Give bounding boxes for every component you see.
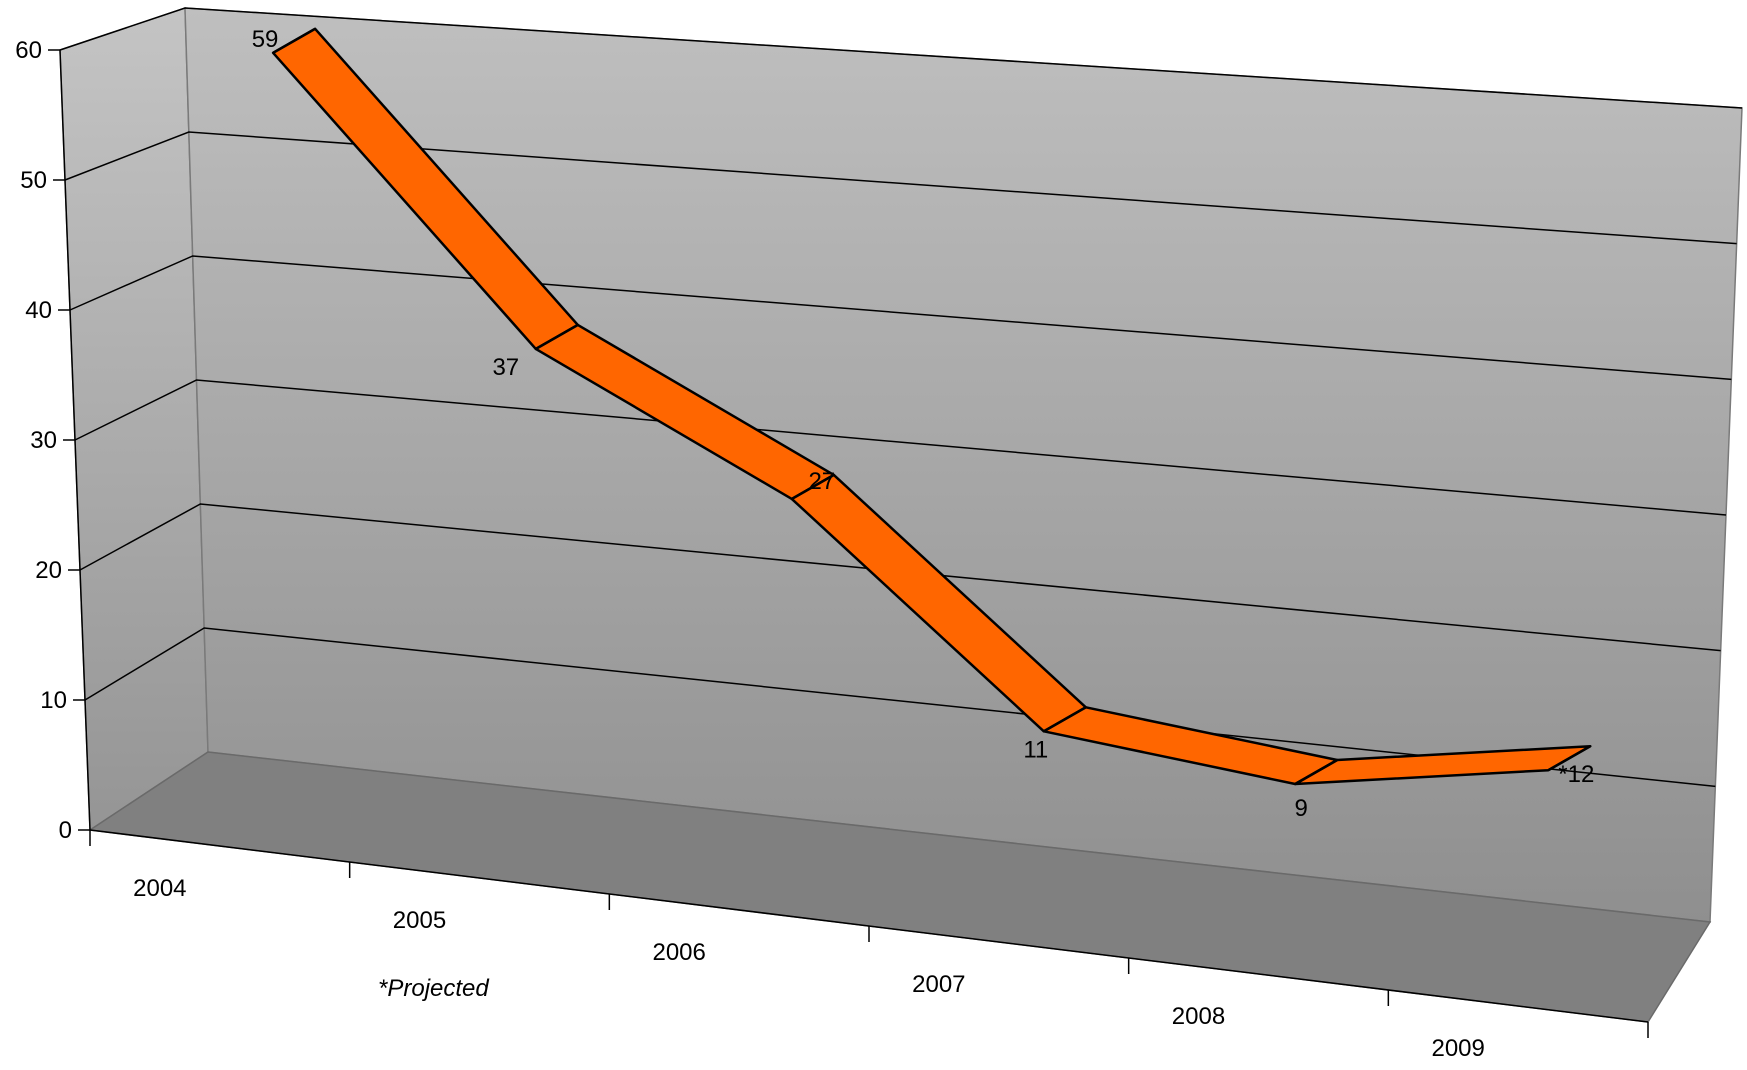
x-tick-label: 2006 (652, 939, 705, 966)
gridline (74, 379, 1727, 516)
x-tick-label: 2009 (1431, 1035, 1484, 1062)
gridline (64, 131, 1737, 245)
data-label: 11 (1023, 736, 1048, 763)
x-tick-label: 2005 (393, 907, 446, 934)
y-tick-label: 40 (25, 297, 52, 324)
data-labels: 59 37 27 11 9 *12 (252, 26, 1595, 822)
y-tick-label: 20 (35, 557, 62, 584)
data-label: 27 (808, 468, 835, 495)
gridline (79, 503, 1721, 652)
y-tick-label: 10 (40, 687, 67, 714)
data-point (1294, 758, 1338, 786)
data-point (1547, 745, 1591, 772)
y-tick-label: 50 (20, 167, 47, 194)
data-label: 37 (492, 354, 519, 381)
data-label: 9 (1295, 795, 1308, 822)
data-label: 59 (252, 26, 279, 53)
y-tick-label: 0 (59, 817, 72, 844)
data-label: *12 (1558, 761, 1594, 788)
x-tick-label: 2004 (133, 875, 186, 902)
gridline (69, 255, 1732, 381)
data-point (791, 473, 835, 500)
y-tick-label: 60 (15, 37, 42, 64)
y-tick-label: 30 (30, 427, 57, 454)
x-axis: 2004 2005 2006 2007 2008 2009 (89, 829, 1649, 1062)
side-wall (59, 6, 209, 832)
data-point (1043, 706, 1087, 733)
data-point (272, 27, 316, 54)
gridline (59, 7, 1743, 109)
series-ribbon (271, 27, 1592, 786)
x-tick-label: 2007 (912, 971, 965, 998)
y-axis: 0 10 20 30 40 50 60 (15, 37, 91, 844)
x-tick-label: 2008 (1172, 1003, 1225, 1030)
data-point (535, 323, 579, 350)
projected-note: *Projected (378, 975, 489, 1002)
